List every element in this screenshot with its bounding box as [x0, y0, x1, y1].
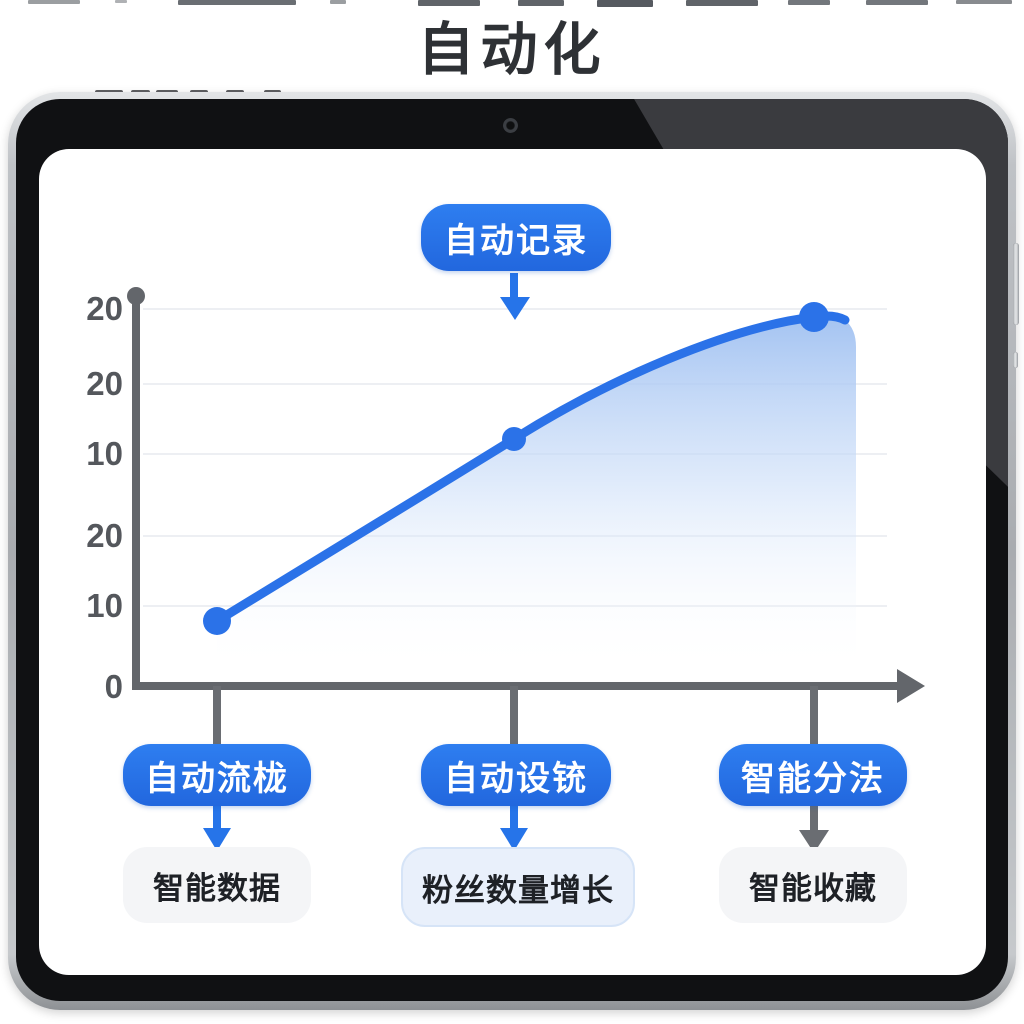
y-axis-labels: 20 20 10 20 10 0 — [86, 290, 123, 705]
area-fill — [217, 316, 856, 673]
y-tick: 0 — [105, 668, 123, 705]
label-smart-collection: 智能收藏 — [719, 847, 907, 923]
arrow-down-top-badge — [500, 273, 530, 320]
front-camera-icon — [503, 118, 518, 133]
arrow-down-column-1 — [203, 806, 231, 851]
badge-column-2: 自动设铳 — [421, 744, 611, 806]
axis-connectors — [213, 686, 818, 744]
tablet-mockup: 20 20 10 20 10 0 — [8, 92, 1016, 1010]
label-fan-growth: 粉丝数量增长 — [401, 847, 635, 927]
data-point-3 — [799, 302, 829, 332]
y-tick: 20 — [86, 290, 123, 327]
side-button — [1013, 243, 1019, 325]
badge-auto-record: 自动记录 — [421, 204, 611, 271]
page-title: 自动化 — [417, 18, 607, 82]
data-point-1 — [203, 607, 231, 635]
data-point-2 — [502, 427, 526, 451]
tablet-screen: 20 20 10 20 10 0 — [39, 149, 986, 975]
y-tick: 10 — [86, 587, 123, 624]
y-tick: 10 — [86, 435, 123, 472]
arrow-down-column-2 — [500, 806, 528, 851]
badge-column-1: 自动流栊 — [123, 744, 311, 806]
y-tick: 20 — [86, 517, 123, 554]
label-smart-data: 智能数据 — [123, 847, 311, 923]
arrow-down-column-3 — [799, 806, 829, 853]
growth-chart: 20 20 10 20 10 0 — [86, 273, 925, 853]
y-tick: 20 — [86, 365, 123, 402]
side-button-small — [1013, 352, 1018, 368]
badge-column-3: 智能分法 — [719, 744, 907, 806]
tablet-bezel: 20 20 10 20 10 0 — [16, 99, 1008, 1001]
